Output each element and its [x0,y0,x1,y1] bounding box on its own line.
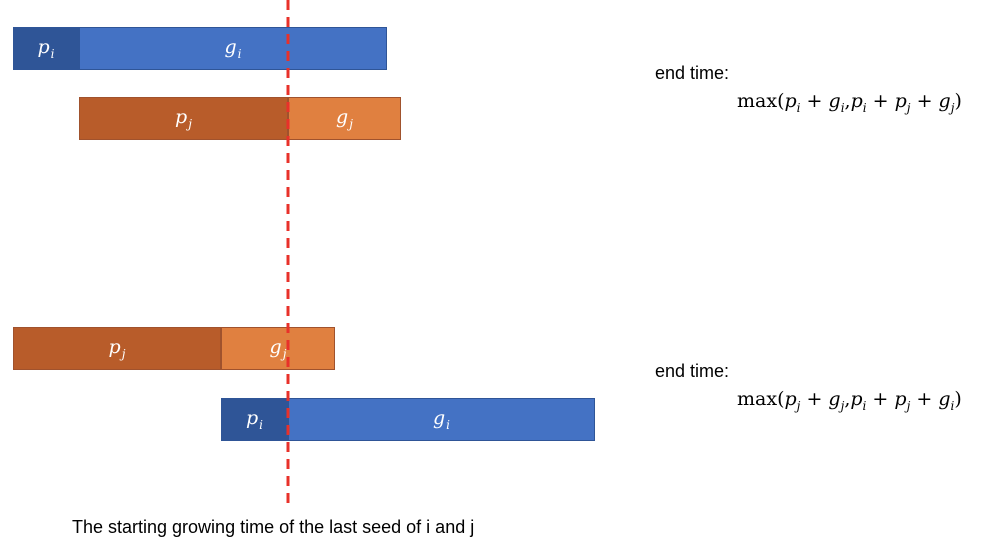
bar-g-i-bottom: gi [288,398,595,441]
g-i-label: gi [432,407,450,432]
g-i-label: gi [224,36,242,61]
bar-p-j-top: pj [79,97,288,140]
end-time-label-top: end time: [655,63,730,83]
end-time-label-bottom: end time: [655,361,730,381]
end-time-formula-bottom: max(pj + gj,pi + pj + gi) [737,388,962,413]
bar-p-j-bottom: pj [13,327,221,370]
bar-p-i-top: pi [13,27,79,70]
caption: The starting growing time of the last se… [72,517,475,537]
bar-g-j-top: gj [288,97,401,140]
bar-g-i-top: gi [79,27,387,70]
bar-p-i-bottom: pi [221,398,288,441]
end-time-formula-top: max(pi + gi,pi + pj + gj) [737,90,962,115]
bar-g-j-bottom: gj [221,327,335,370]
g-j-label: gj [269,336,287,361]
p-j-label: pj [175,106,192,131]
p-i-label: pi [245,407,263,432]
g-j-label: gj [336,106,353,131]
p-j-label: pj [108,336,126,361]
p-i-label: pi [37,36,55,61]
